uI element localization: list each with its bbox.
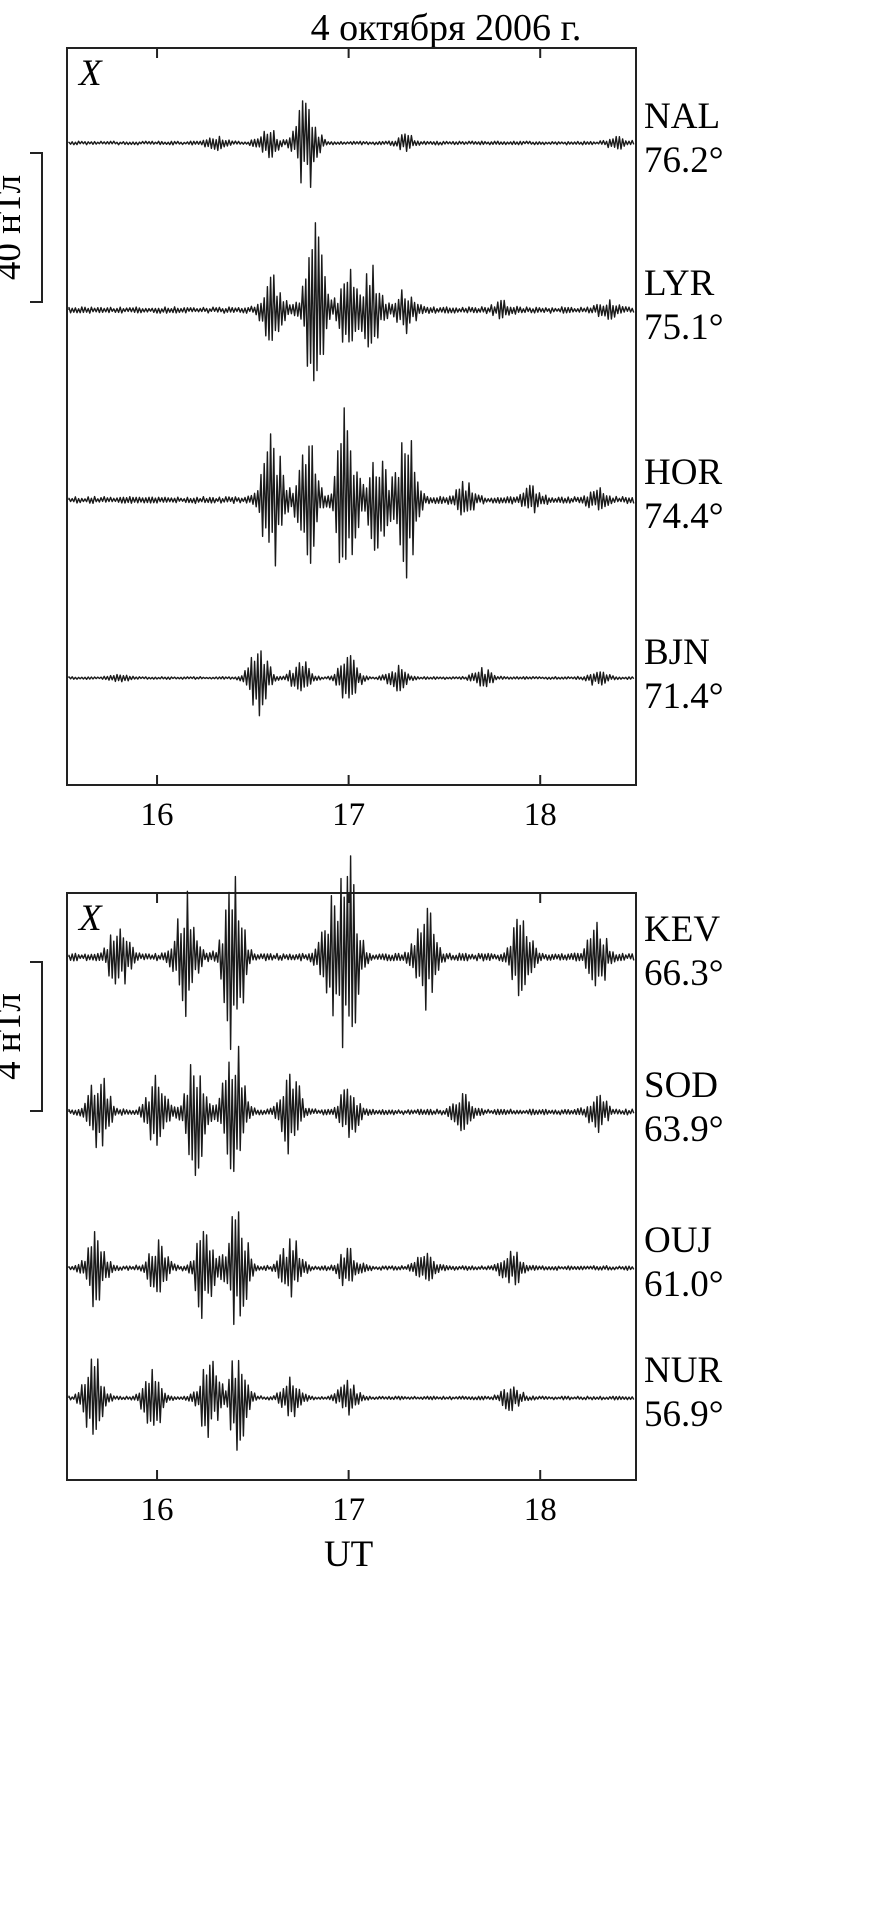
station-latitude-lyr: 75.1° (644, 307, 724, 348)
component-label: X (77, 898, 103, 939)
x-tick-label: 18 (524, 1492, 557, 1528)
trace-nal (68, 100, 635, 188)
station-code-nal: NAL (644, 96, 720, 137)
station-latitude-nur: 56.9° (644, 1394, 724, 1435)
station-code-hor: HOR (644, 452, 722, 493)
x-tick-label: 16 (141, 797, 174, 833)
station-latitude-bjn: 71.4° (644, 676, 724, 717)
x-tick-label: 16 (141, 1492, 174, 1528)
station-code-ouj: OUJ (644, 1220, 712, 1261)
scale-bar (30, 961, 43, 1112)
x-axis-label: UT (324, 1534, 373, 1575)
trace-kev (68, 855, 635, 1051)
trace-lyr (68, 222, 635, 382)
trace-bjn (68, 650, 635, 717)
trace-hor (68, 407, 635, 579)
scale-bar-label: 40 нТл (0, 175, 29, 280)
trace-sod (68, 1045, 635, 1177)
station-code-nur: NUR (644, 1350, 722, 1391)
component-label: X (77, 53, 103, 94)
trace-ouj (68, 1211, 635, 1326)
station-code-bjn: BJN (644, 632, 710, 673)
station-code-lyr: LYR (644, 263, 715, 304)
scale-bar-label: 4 нТл (0, 993, 29, 1080)
x-tick-label: 18 (524, 797, 557, 833)
figure-title: 4 октября 2006 г. (311, 7, 582, 49)
station-latitude-kev: 66.3° (644, 953, 724, 994)
station-latitude-sod: 63.9° (644, 1109, 724, 1150)
station-latitude-nal: 76.2° (644, 140, 724, 181)
x-tick-label: 17 (332, 797, 365, 833)
x-tick-label: 17 (332, 1492, 365, 1528)
station-latitude-hor: 74.4° (644, 496, 724, 537)
station-latitude-ouj: 61.0° (644, 1264, 724, 1305)
station-code-sod: SOD (644, 1065, 718, 1106)
trace-nur (68, 1358, 635, 1451)
plot-frame (66, 47, 637, 786)
scale-bar (30, 152, 43, 303)
station-code-kev: KEV (644, 909, 720, 950)
